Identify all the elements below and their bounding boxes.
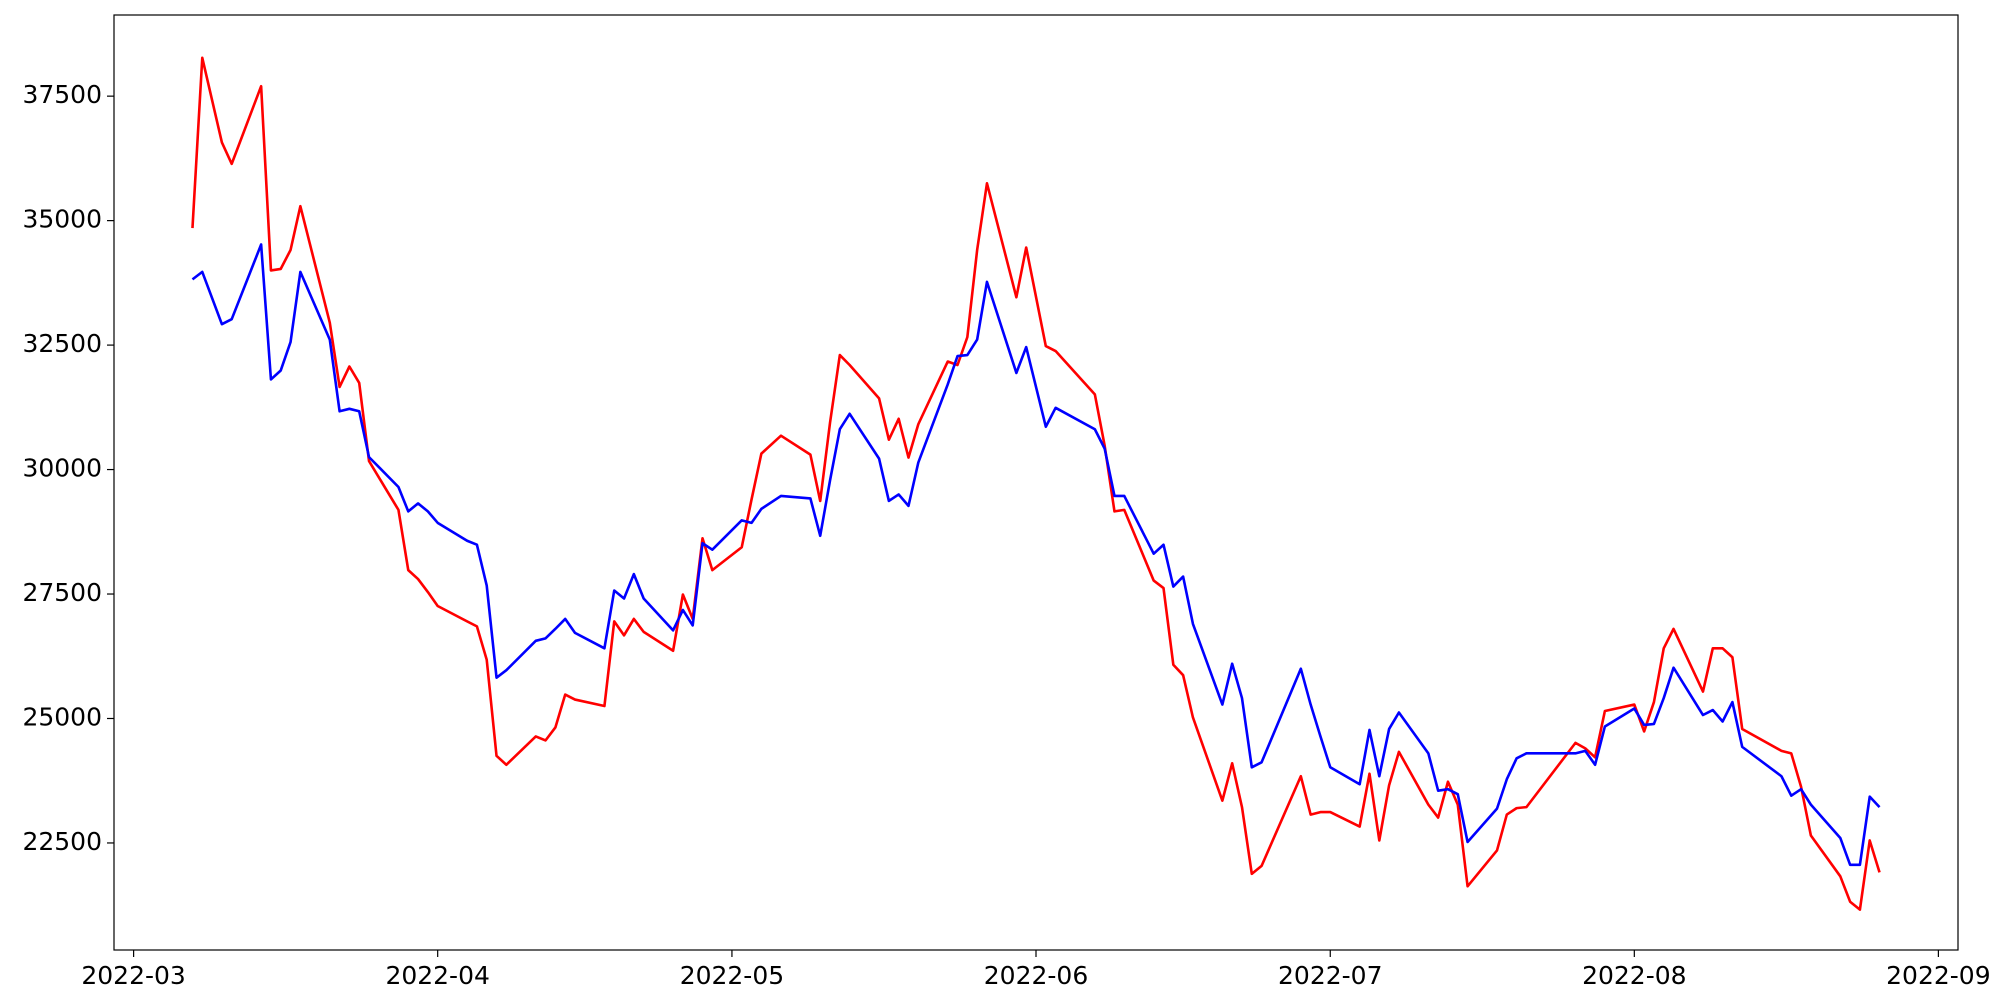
x-tick-label: 2022-06 <box>984 961 1088 990</box>
y-tick-label: 25000 <box>22 702 102 731</box>
series-line <box>191 56 1881 911</box>
y-tick-label: 35000 <box>22 205 102 234</box>
series-line <box>191 243 1881 867</box>
x-tick-label: 2022-04 <box>385 961 489 990</box>
y-tick-label: 27500 <box>22 578 102 607</box>
plot-frame <box>113 14 1959 951</box>
x-tick-label: 2022-07 <box>1278 961 1382 990</box>
y-tick-label: 32500 <box>22 329 102 358</box>
y-tick-label: 30000 <box>22 454 102 483</box>
y-tick-label: 37500 <box>22 80 102 109</box>
x-tick-label: 2022-09 <box>1886 961 1990 990</box>
x-tick-label: 2022-05 <box>680 961 784 990</box>
x-tick-label: 2022-03 <box>81 961 185 990</box>
y-tick-label: 22500 <box>22 827 102 856</box>
x-tick-label: 2022-08 <box>1582 961 1686 990</box>
